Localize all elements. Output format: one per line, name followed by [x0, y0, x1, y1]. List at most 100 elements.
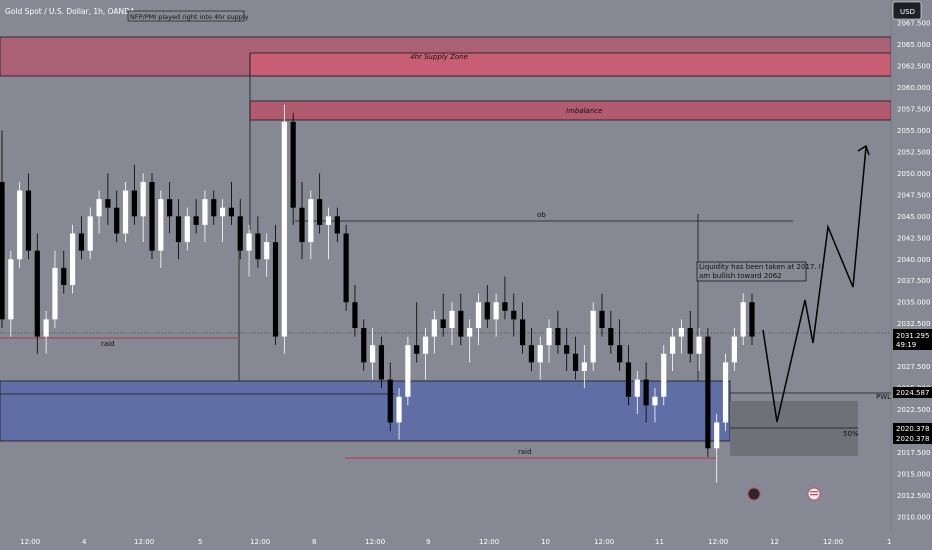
bearish-candle[interactable] — [255, 233, 261, 260]
bullish-candle[interactable] — [405, 345, 411, 397]
earnings-event-icon[interactable] — [747, 487, 761, 501]
bullish-candle[interactable] — [52, 267, 58, 320]
bearish-candle[interactable] — [458, 310, 464, 337]
bearish-candle[interactable] — [343, 233, 349, 303]
bearish-candle[interactable] — [617, 345, 623, 363]
bearish-candle[interactable] — [299, 207, 305, 243]
bullish-candle[interactable] — [546, 327, 552, 346]
bullish-candle[interactable] — [325, 216, 332, 225]
supply-zone-4hr[interactable] — [249, 52, 892, 77]
bearish-candle[interactable] — [175, 216, 182, 243]
bearish-candle[interactable] — [290, 121, 296, 208]
bullish-candle[interactable] — [8, 259, 14, 320]
bullish-candle[interactable] — [17, 190, 23, 260]
bearish-candle[interactable] — [608, 327, 614, 346]
bullish-candle[interactable] — [467, 327, 473, 337]
currency-button[interactable] — [892, 1, 922, 20]
bearish-candle[interactable] — [378, 345, 385, 380]
price-tick-label: 2042.500 — [897, 234, 930, 242]
bullish-candle[interactable] — [590, 310, 596, 363]
bullish-candle[interactable] — [652, 396, 658, 406]
bearish-candle[interactable] — [211, 199, 217, 217]
bullish-candle[interactable] — [122, 190, 129, 234]
symbol-title[interactable]: Gold Spot / U.S. Dollar, 1h, OANDA — [5, 7, 136, 16]
bullish-candle[interactable] — [475, 302, 482, 328]
bearish-candle[interactable] — [78, 233, 85, 251]
bearish-candle[interactable] — [502, 302, 508, 311]
bullish-candle[interactable] — [396, 396, 402, 423]
bullish-candle[interactable] — [264, 242, 270, 260]
bearish-candle[interactable] — [105, 199, 111, 208]
bearish-candle[interactable] — [228, 207, 235, 217]
bearish-candle[interactable] — [361, 327, 367, 363]
bearish-candle[interactable] — [237, 216, 243, 251]
bearish-candle[interactable] — [749, 302, 755, 337]
bullish-candle[interactable] — [96, 199, 102, 217]
bearish-candle[interactable] — [387, 379, 393, 423]
bullish-candle[interactable] — [69, 233, 76, 286]
bearish-candle[interactable] — [440, 319, 446, 328]
bearish-candle[interactable] — [625, 362, 632, 397]
bearish-candle[interactable] — [599, 310, 605, 328]
bullish-candle[interactable] — [158, 199, 164, 251]
bearish-candle[interactable] — [0, 181, 5, 320]
bullish-candle[interactable] — [281, 121, 287, 337]
bullish-candle[interactable] — [669, 336, 676, 354]
bullish-candle[interactable] — [449, 310, 455, 328]
supply-zone-label: 4hr Supply Zone — [410, 53, 468, 61]
bearish-candle[interactable] — [334, 216, 340, 234]
annotation-box[interactable] — [696, 261, 807, 282]
bullish-candle[interactable] — [731, 336, 737, 363]
bearish-candle[interactable] — [193, 216, 199, 225]
bearish-candle[interactable] — [131, 190, 137, 217]
bearish-candle[interactable] — [317, 199, 323, 225]
bearish-candle[interactable] — [272, 242, 279, 337]
bearish-candle[interactable] — [564, 345, 570, 354]
bullish-candle[interactable] — [431, 319, 437, 337]
bearish-candle[interactable] — [572, 353, 579, 371]
bearish-candle[interactable] — [61, 267, 67, 286]
bullish-candle[interactable] — [714, 422, 720, 449]
bullish-candle[interactable] — [87, 216, 93, 251]
bullish-candle[interactable] — [661, 353, 667, 397]
bearish-candle[interactable] — [114, 207, 120, 234]
bearish-candle[interactable] — [34, 250, 40, 337]
price-axis[interactable] — [891, 0, 932, 550]
note-box[interactable] — [127, 10, 245, 22]
demand-zone[interactable] — [0, 380, 731, 442]
bearish-candle[interactable] — [555, 327, 561, 346]
bearish-candle[interactable] — [705, 336, 711, 449]
bullish-candle[interactable] — [202, 199, 208, 225]
bullish-candle[interactable] — [140, 181, 146, 217]
projection-path[interactable] — [762, 146, 867, 423]
bullish-candle[interactable] — [43, 319, 49, 337]
bearish-candle[interactable] — [528, 345, 535, 363]
bullish-candle[interactable] — [369, 345, 376, 363]
bearish-candle[interactable] — [484, 302, 490, 320]
bullish-candle[interactable] — [581, 362, 587, 371]
bearish-candle[interactable] — [519, 319, 526, 346]
bullish-candle[interactable] — [740, 302, 746, 337]
bearish-candle[interactable] — [687, 327, 693, 354]
bearish-candle[interactable] — [149, 181, 155, 251]
bullish-candle[interactable] — [422, 336, 429, 354]
bearish-candle[interactable] — [414, 345, 420, 354]
bullish-candle[interactable] — [696, 336, 702, 354]
bullish-candle[interactable] — [493, 302, 499, 320]
bullish-candle[interactable] — [184, 216, 190, 243]
bearish-candle[interactable] — [511, 310, 517, 320]
time-axis[interactable] — [0, 530, 891, 550]
bearish-candle[interactable] — [25, 190, 32, 251]
bullish-candle[interactable] — [678, 327, 685, 337]
bullish-candle[interactable] — [634, 379, 640, 397]
bullish-candle[interactable] — [722, 362, 729, 423]
bullish-candle[interactable] — [537, 345, 543, 363]
bearish-candle[interactable] — [167, 199, 173, 217]
bearish-candle[interactable] — [352, 302, 358, 328]
bearish-candle[interactable] — [643, 379, 649, 406]
bullish-candle[interactable] — [219, 207, 226, 217]
discount-box[interactable] — [730, 401, 858, 456]
bullish-candle[interactable] — [246, 233, 252, 251]
bullish-candle[interactable] — [308, 199, 314, 243]
